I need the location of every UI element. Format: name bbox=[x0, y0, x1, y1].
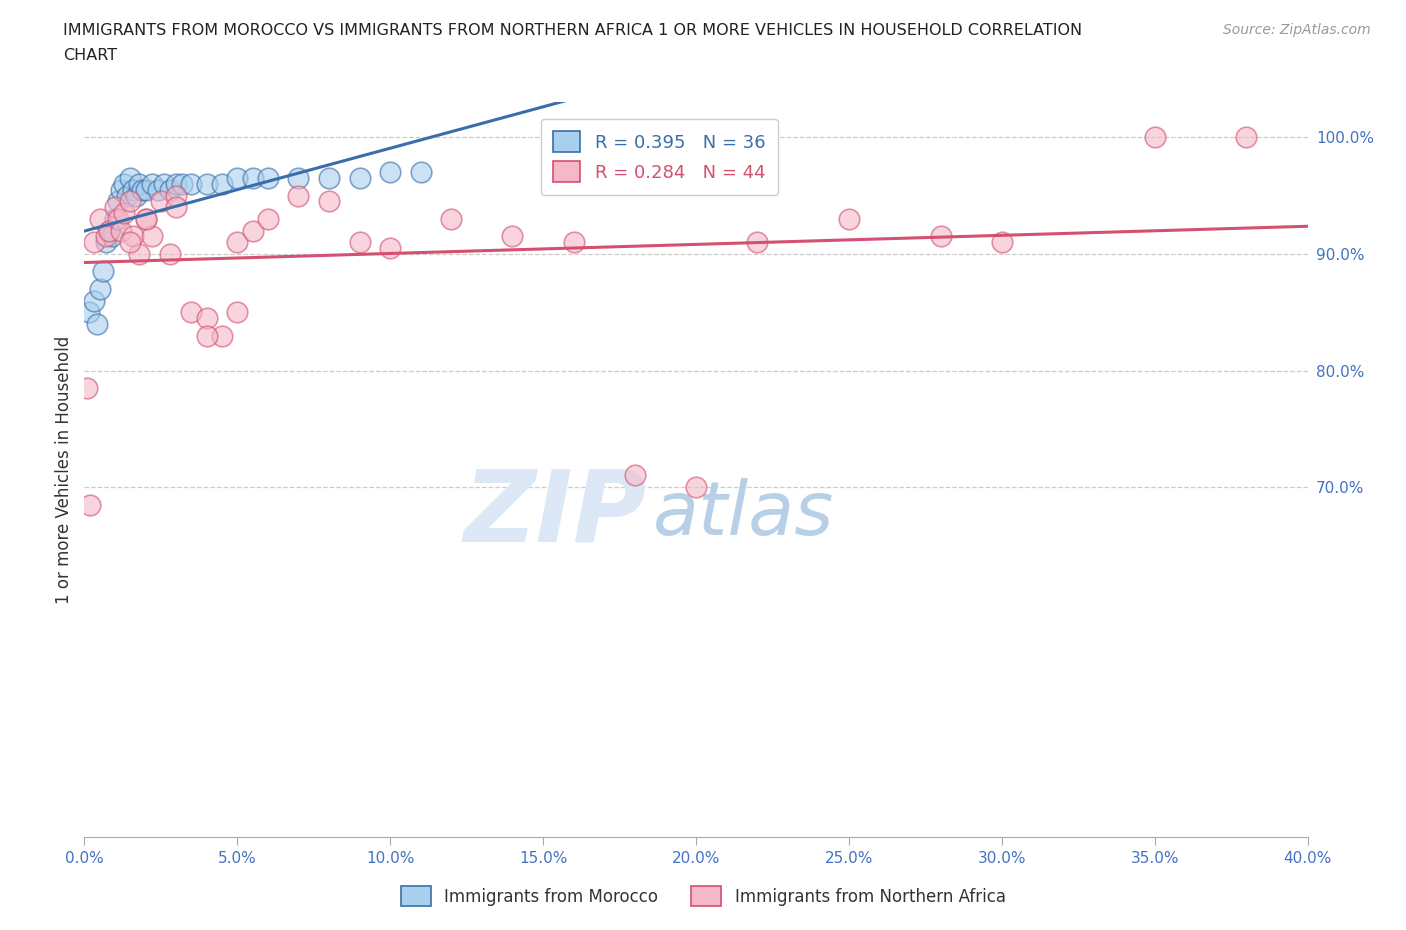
Point bbox=[380, 241, 402, 256]
Point bbox=[242, 171, 264, 186]
Point bbox=[94, 234, 117, 249]
Point bbox=[180, 305, 202, 320]
Point bbox=[120, 234, 142, 249]
Point bbox=[195, 328, 218, 343]
Point bbox=[287, 171, 309, 186]
Y-axis label: 1 or more Vehicles in Household: 1 or more Vehicles in Household bbox=[55, 336, 73, 604]
Point bbox=[624, 468, 647, 483]
Point bbox=[929, 229, 952, 244]
Point bbox=[226, 234, 249, 249]
Point bbox=[440, 211, 463, 226]
Point bbox=[135, 182, 157, 197]
Point bbox=[153, 177, 176, 192]
Point bbox=[104, 211, 127, 226]
Point bbox=[685, 480, 707, 495]
Point bbox=[86, 316, 108, 331]
Legend: R = 0.395   N = 36, R = 0.284   N = 44: R = 0.395 N = 36, R = 0.284 N = 44 bbox=[540, 119, 778, 194]
Point bbox=[110, 182, 132, 197]
Point bbox=[131, 182, 153, 197]
Point bbox=[97, 223, 120, 238]
Point bbox=[112, 177, 135, 192]
Point bbox=[149, 194, 172, 209]
Point bbox=[122, 229, 145, 244]
Point bbox=[112, 206, 135, 220]
Point bbox=[83, 234, 105, 249]
Point bbox=[128, 246, 150, 261]
Legend: Immigrants from Morocco, Immigrants from Northern Africa: Immigrants from Morocco, Immigrants from… bbox=[394, 880, 1012, 912]
Point bbox=[747, 234, 769, 249]
Point bbox=[159, 182, 181, 197]
Point bbox=[1143, 130, 1166, 145]
Point bbox=[502, 229, 524, 244]
Point bbox=[257, 171, 280, 186]
Point bbox=[159, 246, 181, 261]
Point bbox=[318, 171, 340, 186]
Point bbox=[172, 177, 194, 192]
Point bbox=[115, 188, 138, 203]
Text: ZIP: ZIP bbox=[464, 465, 647, 563]
Point bbox=[838, 211, 860, 226]
Point bbox=[195, 177, 218, 192]
Point bbox=[125, 188, 148, 203]
Point bbox=[211, 177, 233, 192]
Point bbox=[211, 328, 233, 343]
Point bbox=[91, 264, 114, 279]
Point bbox=[107, 194, 129, 209]
Point bbox=[165, 177, 187, 192]
Point bbox=[318, 194, 340, 209]
Point bbox=[122, 182, 145, 197]
Point bbox=[76, 380, 98, 395]
Point bbox=[83, 293, 105, 308]
Point bbox=[97, 223, 120, 238]
Point bbox=[226, 171, 249, 186]
Point bbox=[135, 211, 157, 226]
Text: IMMIGRANTS FROM MOROCCO VS IMMIGRANTS FROM NORTHERN AFRICA 1 OR MORE VEHICLES IN: IMMIGRANTS FROM MOROCCO VS IMMIGRANTS FR… bbox=[63, 23, 1083, 38]
Point bbox=[128, 177, 150, 192]
Point bbox=[180, 177, 202, 192]
Point bbox=[89, 211, 111, 226]
Point bbox=[562, 234, 585, 249]
Point bbox=[409, 165, 432, 179]
Point bbox=[89, 282, 111, 297]
Point bbox=[110, 223, 132, 238]
Point bbox=[165, 200, 187, 215]
Point bbox=[107, 211, 129, 226]
Point bbox=[195, 311, 218, 325]
Point bbox=[349, 234, 371, 249]
Point bbox=[104, 200, 127, 215]
Point bbox=[120, 194, 142, 209]
Point bbox=[165, 188, 187, 203]
Point bbox=[991, 234, 1014, 249]
Point bbox=[146, 182, 169, 197]
Text: Source: ZipAtlas.com: Source: ZipAtlas.com bbox=[1223, 23, 1371, 37]
Point bbox=[120, 171, 142, 186]
Point bbox=[242, 223, 264, 238]
Point bbox=[380, 165, 402, 179]
Point bbox=[135, 211, 157, 226]
Point bbox=[79, 498, 101, 512]
Point bbox=[141, 177, 163, 192]
Point bbox=[94, 229, 117, 244]
Point bbox=[349, 171, 371, 186]
Point bbox=[101, 229, 124, 244]
Text: atlas: atlas bbox=[654, 478, 835, 550]
Point bbox=[77, 305, 100, 320]
Point bbox=[257, 211, 280, 226]
Point bbox=[1236, 130, 1258, 145]
Point bbox=[287, 188, 309, 203]
Text: CHART: CHART bbox=[63, 48, 117, 63]
Point bbox=[141, 229, 163, 244]
Point bbox=[226, 305, 249, 320]
